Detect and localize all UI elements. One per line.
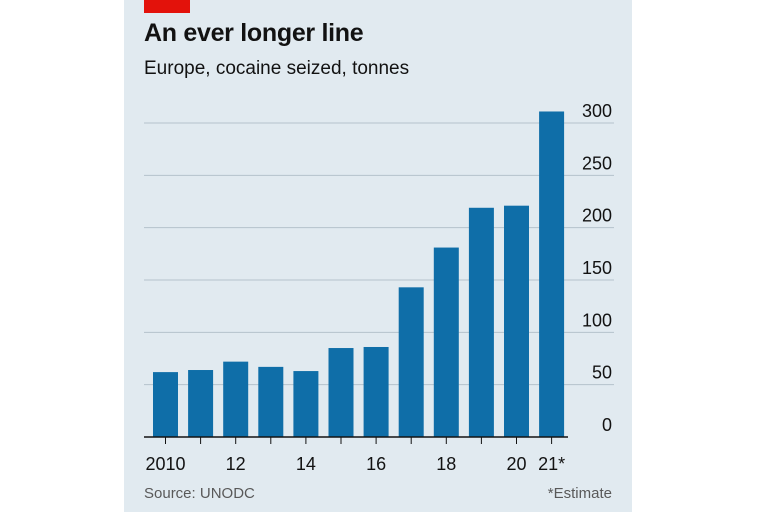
bar: [188, 370, 214, 437]
bar: [258, 366, 284, 437]
x-tick-label: 18: [436, 454, 456, 474]
x-tick-label: 14: [296, 454, 316, 474]
chart-subtitle: Europe, cocaine seized, tonnes: [144, 58, 410, 79]
bar: [468, 207, 494, 437]
y-tick-label: 0: [602, 415, 612, 435]
y-tick-label: 100: [582, 310, 612, 330]
bar: [363, 346, 389, 437]
bar: [504, 205, 529, 437]
brand-tag: [144, 0, 190, 13]
y-tick-label: 300: [582, 101, 612, 121]
chart-title: An ever longer line: [144, 19, 364, 47]
bar: [433, 247, 459, 437]
y-tick-label: 50: [592, 363, 612, 383]
bar: [293, 371, 319, 437]
bar: [153, 372, 178, 437]
x-tick-label: 12: [226, 454, 246, 474]
x-tick-label: 16: [366, 454, 386, 474]
x-tick-label: 20: [506, 454, 526, 474]
bar: [223, 361, 249, 437]
y-tick-label: 150: [582, 258, 612, 278]
estimate-note: *Estimate: [547, 485, 612, 502]
source-note: Source: UNODC: [144, 485, 255, 502]
bars: [153, 111, 565, 437]
x-axis-ticks: [165, 437, 553, 444]
bar: [398, 287, 424, 437]
x-tick-label: 21*: [538, 454, 565, 474]
y-axis-labels: 0 50 100 150 200 250 300: [582, 101, 612, 435]
y-tick-label: 200: [582, 206, 612, 226]
bar: [328, 348, 354, 437]
x-tick-label: 2010: [145, 454, 185, 474]
y-tick-label: 250: [582, 153, 612, 173]
bar: [539, 111, 565, 437]
x-axis-labels: 2010 12 14 16 18 20 21*: [145, 454, 565, 474]
